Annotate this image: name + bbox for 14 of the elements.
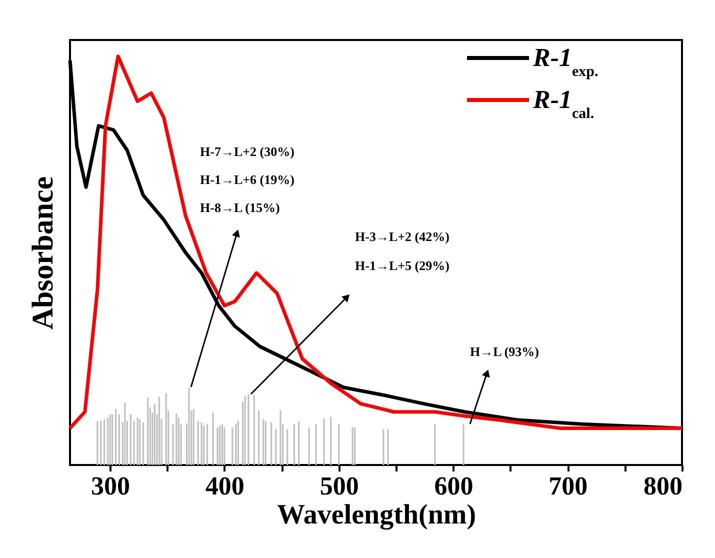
annotation: H-3→L+2 (42%): [355, 229, 450, 244]
x-tick-label: 300: [91, 472, 130, 500]
annotation: H-7→L+2 (30%): [200, 144, 294, 159]
x-tick-label: 500: [320, 472, 359, 500]
annotation: H→L (93%): [470, 344, 539, 359]
annotation: H-1→L+6 (19%): [200, 172, 294, 187]
x-tick-label: 700: [548, 472, 588, 500]
x-tick-label: 800: [644, 472, 682, 500]
x-axis-title: Wavelength(nm): [276, 500, 476, 530]
x-tick-label: 400: [205, 472, 244, 500]
x-tick-label: 600: [434, 472, 474, 500]
y-axis-title: Absorbance: [26, 176, 60, 330]
annotation: H-8→L (15%): [200, 200, 280, 215]
annotation: H-1→L+5 (29%): [355, 258, 450, 273]
